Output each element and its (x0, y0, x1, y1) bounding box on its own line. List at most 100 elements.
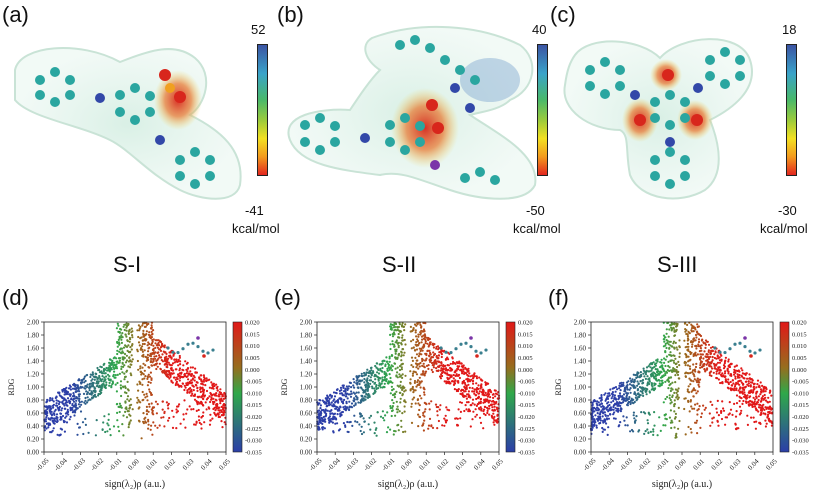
y-tick-label: 1.80 (574, 332, 587, 340)
data-point (762, 390, 765, 393)
data-point (734, 383, 737, 386)
data-point (64, 412, 67, 415)
data-point (748, 403, 751, 406)
data-point (120, 394, 123, 398)
data-point (364, 373, 367, 376)
data-point (366, 388, 369, 391)
data-point (677, 360, 680, 363)
data-point (149, 428, 152, 431)
data-point (697, 343, 700, 346)
data-point (332, 399, 335, 402)
data-point (84, 417, 87, 420)
data-point (415, 359, 418, 362)
data-point (690, 345, 694, 348)
data-point (440, 361, 443, 364)
data-point (667, 387, 670, 390)
data-point (598, 415, 602, 418)
data-point (421, 338, 424, 341)
data-point (44, 418, 48, 421)
data-point (452, 373, 455, 377)
data-point (460, 401, 463, 404)
data-point (752, 396, 755, 399)
data-point (381, 366, 384, 370)
data-point (736, 382, 740, 385)
data-point (89, 373, 92, 376)
data-point (757, 406, 761, 409)
data-point (191, 366, 194, 369)
data-point (632, 385, 635, 388)
data-point (350, 402, 354, 405)
data-point (195, 421, 198, 424)
data-point (614, 386, 618, 389)
data-point (333, 412, 337, 415)
data-point (152, 338, 155, 341)
data-point (175, 376, 178, 379)
data-point (147, 380, 150, 384)
data-point (718, 366, 721, 369)
data-point (481, 393, 484, 396)
data-point (655, 377, 658, 380)
data-point (177, 375, 180, 378)
data-point (395, 400, 398, 403)
data-point (646, 375, 649, 378)
data-point (334, 407, 338, 410)
data-point (112, 357, 115, 360)
data-point (212, 397, 215, 400)
data-point (103, 386, 106, 389)
data-point (389, 376, 392, 380)
data-point (699, 334, 703, 338)
data-point (663, 370, 666, 373)
data-point (709, 400, 712, 403)
data-point (675, 391, 678, 394)
data-point (476, 396, 479, 400)
data-point (711, 403, 714, 406)
data-point (756, 383, 759, 386)
inset-atom (718, 350, 722, 354)
data-point (119, 384, 122, 387)
data-point (459, 401, 462, 404)
data-point (409, 388, 412, 391)
data-point (617, 409, 620, 412)
data-point (117, 324, 120, 327)
data-point (360, 414, 364, 417)
y-tick-label: 1.40 (300, 358, 313, 366)
data-point (691, 343, 694, 346)
data-point (445, 406, 448, 409)
colorbar-b-min: -50 (526, 203, 545, 218)
data-point (636, 373, 639, 376)
panel-label-e: (e) (274, 285, 301, 310)
data-point (639, 371, 643, 374)
data-point (614, 417, 617, 420)
data-point (204, 401, 207, 404)
data-point (710, 365, 713, 368)
data-point (738, 373, 741, 377)
data-point (196, 389, 199, 392)
data-point (691, 407, 694, 410)
data-point (401, 334, 404, 337)
data-point (383, 382, 386, 385)
data-point (495, 406, 498, 409)
data-point (697, 333, 700, 336)
data-point (154, 400, 158, 403)
data-point (612, 399, 615, 403)
data-point (689, 383, 692, 386)
data-point (410, 402, 413, 405)
data-point (684, 346, 687, 349)
data-point (116, 381, 119, 385)
data-point (105, 366, 108, 370)
data-point (72, 400, 76, 403)
colorbar-a (257, 44, 268, 176)
data-point (598, 397, 601, 400)
data-point (420, 329, 423, 332)
data-point (669, 402, 672, 405)
data-point (103, 376, 106, 379)
data-point (120, 365, 123, 368)
data-point (193, 379, 196, 382)
data-point (192, 394, 195, 397)
data-point (390, 385, 393, 388)
data-point (350, 390, 353, 393)
data-point (739, 391, 742, 394)
data-point (141, 345, 144, 348)
data-point (663, 413, 666, 417)
data-point (765, 388, 768, 391)
